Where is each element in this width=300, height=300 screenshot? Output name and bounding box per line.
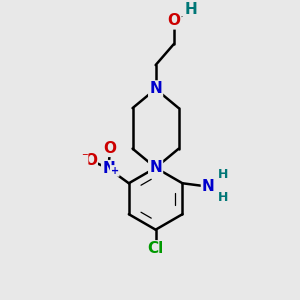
Text: H: H [184,2,197,16]
Text: O: O [84,153,97,168]
Text: H: H [218,168,228,181]
Text: N: N [102,161,115,176]
Text: +: + [111,166,119,176]
Text: N: N [149,82,162,97]
Text: N: N [149,160,162,175]
Text: H: H [218,191,228,204]
Text: Cl: Cl [148,241,164,256]
Text: ⁻: ⁻ [81,151,87,164]
Text: N: N [202,179,215,194]
Text: O: O [167,14,180,28]
Text: O: O [103,141,116,156]
